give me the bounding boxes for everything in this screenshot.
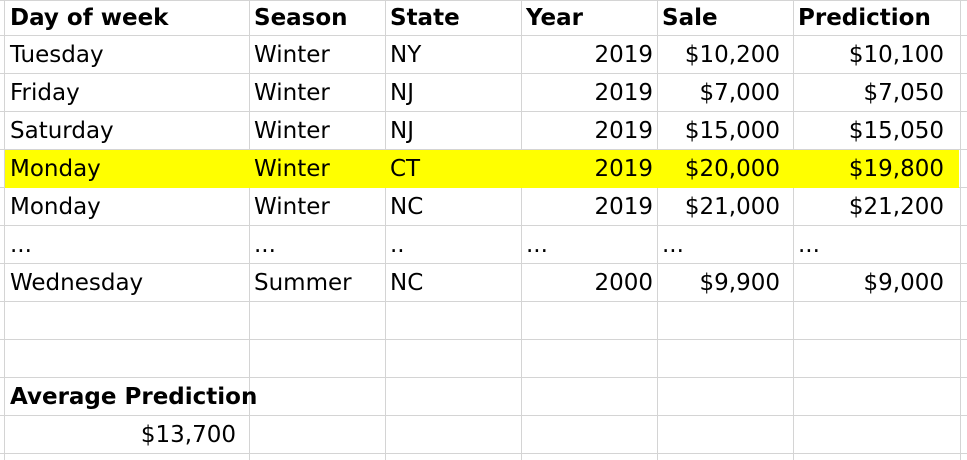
cell-state[interactable]: NY — [390, 42, 422, 68]
cell-season[interactable]: Summer — [254, 270, 352, 296]
cell-state[interactable]: NJ — [390, 118, 414, 144]
cell-sale[interactable]: $15,000 — [684, 118, 780, 144]
gridline — [657, 0, 658, 460]
cell-day[interactable]: Monday — [10, 194, 101, 220]
cell-year[interactable]: 2019 — [594, 156, 653, 182]
cell-season[interactable]: ... — [254, 232, 276, 258]
cell-sale[interactable]: $21,000 — [684, 194, 780, 220]
cell-state[interactable]: NJ — [390, 80, 414, 106]
cell-day[interactable]: ... — [10, 232, 32, 258]
cell-day[interactable]: Wednesday — [10, 270, 144, 296]
gridline — [0, 453, 967, 454]
highlighted-row — [5, 150, 959, 188]
cell-sale[interactable]: $20,000 — [684, 156, 780, 182]
gridline — [960, 0, 961, 460]
cell-sale[interactable]: ... — [662, 232, 684, 258]
gridline — [385, 0, 386, 460]
gridline — [0, 73, 967, 74]
header-sale[interactable]: Sale — [662, 5, 718, 31]
header-season[interactable]: Season — [254, 5, 348, 31]
cell-sale[interactable]: $9,900 — [699, 270, 780, 296]
gridline — [0, 225, 967, 226]
cell-prediction[interactable]: ... — [798, 232, 820, 258]
cell-year[interactable]: ... — [526, 232, 548, 258]
cell-sale[interactable]: $10,200 — [684, 42, 780, 68]
cell-season[interactable]: Winter — [254, 118, 330, 144]
cell-year[interactable]: 2019 — [594, 80, 653, 106]
cell-day[interactable]: Saturday — [10, 118, 114, 144]
gridline — [0, 111, 967, 112]
cell-state[interactable]: NC — [390, 270, 424, 296]
cell-prediction[interactable]: $15,050 — [848, 118, 944, 144]
header-prediction[interactable]: Prediction — [798, 5, 931, 31]
cell-state[interactable]: CT — [390, 156, 421, 182]
cell-season[interactable]: Winter — [254, 156, 330, 182]
cell-state[interactable]: NC — [390, 194, 424, 220]
gridline — [0, 35, 967, 36]
gridline — [0, 339, 967, 340]
gridline — [793, 0, 794, 460]
cell-prediction[interactable]: $9,000 — [863, 270, 944, 296]
gridline — [4, 0, 5, 460]
cell-year[interactable]: 2019 — [594, 194, 653, 220]
cell-day[interactable]: Friday — [10, 80, 80, 106]
cell-season[interactable]: Winter — [254, 194, 330, 220]
cell-prediction[interactable]: $21,200 — [848, 194, 944, 220]
cell-prediction[interactable]: $7,050 — [863, 80, 944, 106]
gridline — [0, 415, 967, 416]
cell-prediction[interactable]: $19,800 — [848, 156, 944, 182]
header-year[interactable]: Year — [526, 5, 584, 31]
cell-state[interactable]: .. — [390, 232, 405, 258]
cell-year[interactable]: 2019 — [594, 42, 653, 68]
cell-prediction[interactable]: $10,100 — [848, 42, 944, 68]
cell-year[interactable]: 2019 — [594, 118, 653, 144]
cell-season[interactable]: Winter — [254, 80, 330, 106]
gridline — [0, 0, 967, 1]
average-prediction-value[interactable]: $13,700 — [140, 422, 236, 448]
gridline — [0, 377, 967, 378]
gridline — [0, 149, 967, 150]
cell-sale[interactable]: $7,000 — [699, 80, 780, 106]
cell-day[interactable]: Tuesday — [10, 42, 104, 68]
cell-season[interactable]: Winter — [254, 42, 330, 68]
gridline — [0, 263, 967, 264]
average-prediction-label[interactable]: Average Prediction — [10, 384, 258, 410]
header-day[interactable]: Day of week — [10, 5, 169, 31]
header-state[interactable]: State — [390, 5, 460, 31]
cell-day[interactable]: Monday — [10, 156, 101, 182]
cell-year[interactable]: 2000 — [594, 270, 653, 296]
gridline — [0, 301, 967, 302]
gridline — [521, 0, 522, 460]
gridline — [249, 0, 250, 460]
